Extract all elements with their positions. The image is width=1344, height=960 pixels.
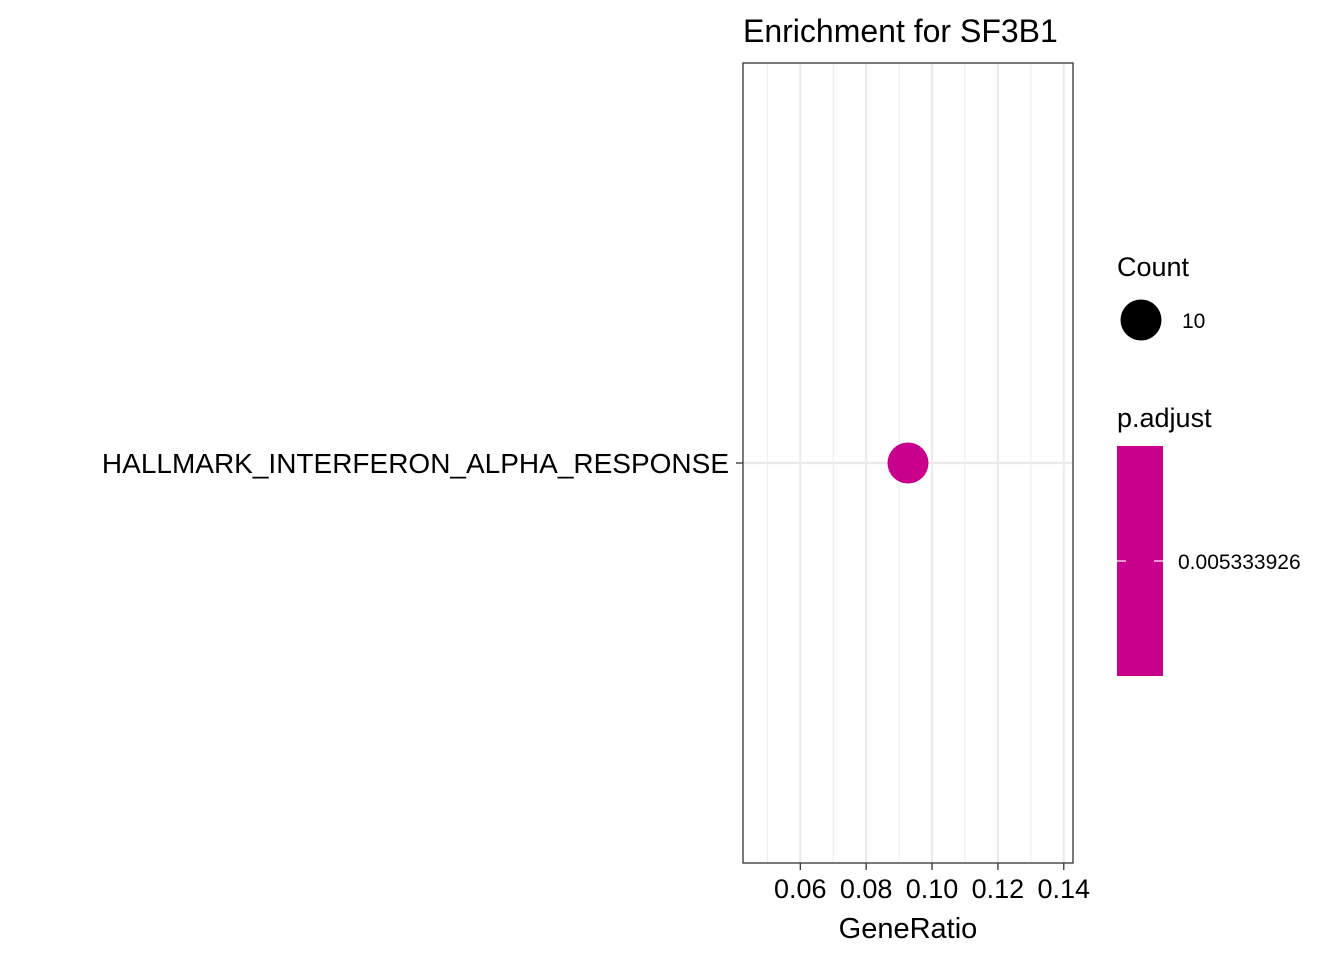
x-axis-ticks <box>799 863 1065 870</box>
x-tick-label: 0.06 <box>774 874 827 904</box>
x-tick-label: 0.08 <box>840 874 893 904</box>
size-legend-key <box>1120 299 1162 341</box>
size-legend: Count 10 <box>1117 252 1205 341</box>
color-legend-title: p.adjust <box>1117 403 1212 433</box>
chart-title: Enrichment for SF3B1 <box>743 13 1058 49</box>
y-axis-category-labels: HALLMARK_INTERFERON_ALPHA_RESPONSE <box>102 448 729 479</box>
size-legend-title: Count <box>1117 252 1190 282</box>
x-tick-label: 0.12 <box>972 874 1025 904</box>
data-point <box>887 442 929 484</box>
size-legend-label: 10 <box>1182 310 1205 333</box>
x-tick-label: 0.10 <box>906 874 959 904</box>
x-axis-title: GeneRatio <box>839 913 978 945</box>
color-legend-label: 0.005333926 <box>1178 551 1301 574</box>
x-axis-tick-labels: 0.06 0.08 0.10 0.12 0.14 <box>774 874 1090 904</box>
color-legend: p.adjust 0.005333926 <box>1117 403 1301 676</box>
data-points <box>887 442 929 484</box>
x-tick-label: 0.14 <box>1037 874 1090 904</box>
y-category-label: HALLMARK_INTERFERON_ALPHA_RESPONSE <box>102 448 729 479</box>
